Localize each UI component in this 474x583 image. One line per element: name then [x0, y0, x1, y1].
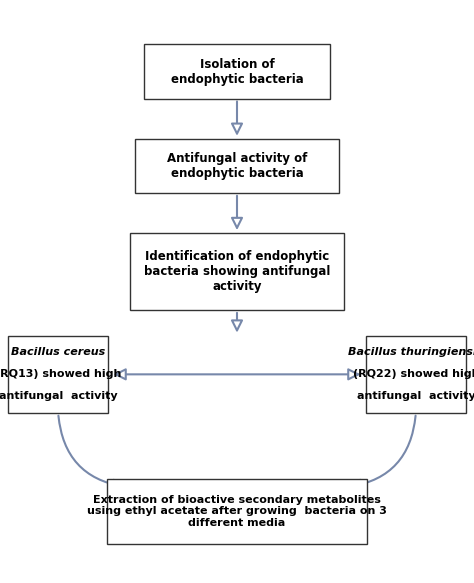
- Text: antifungal  activity: antifungal activity: [356, 391, 474, 401]
- Text: Bacillus cereus: Bacillus cereus: [11, 347, 105, 357]
- Text: (RQ13) showed high: (RQ13) showed high: [0, 370, 121, 380]
- Text: (RQ22) showed high: (RQ22) showed high: [353, 370, 474, 380]
- FancyBboxPatch shape: [130, 233, 344, 310]
- Text: Identification of endophytic
bacteria showing antifungal
activity: Identification of endophytic bacteria sh…: [144, 250, 330, 293]
- Text: Bacillus thuringiensis: Bacillus thuringiensis: [348, 347, 474, 357]
- FancyArrowPatch shape: [58, 416, 123, 490]
- Text: Extraction of bioactive secondary metabolites
using ethyl acetate after growing : Extraction of bioactive secondary metabo…: [87, 495, 387, 528]
- FancyArrowPatch shape: [351, 416, 416, 490]
- FancyBboxPatch shape: [366, 336, 466, 413]
- FancyBboxPatch shape: [107, 479, 367, 545]
- FancyBboxPatch shape: [135, 139, 339, 193]
- FancyBboxPatch shape: [144, 44, 330, 99]
- FancyBboxPatch shape: [8, 336, 108, 413]
- Text: Antifungal activity of
endophytic bacteria: Antifungal activity of endophytic bacter…: [167, 152, 307, 180]
- Text: Isolation of
endophytic bacteria: Isolation of endophytic bacteria: [171, 58, 303, 86]
- Text: antifungal  activity: antifungal activity: [0, 391, 118, 401]
